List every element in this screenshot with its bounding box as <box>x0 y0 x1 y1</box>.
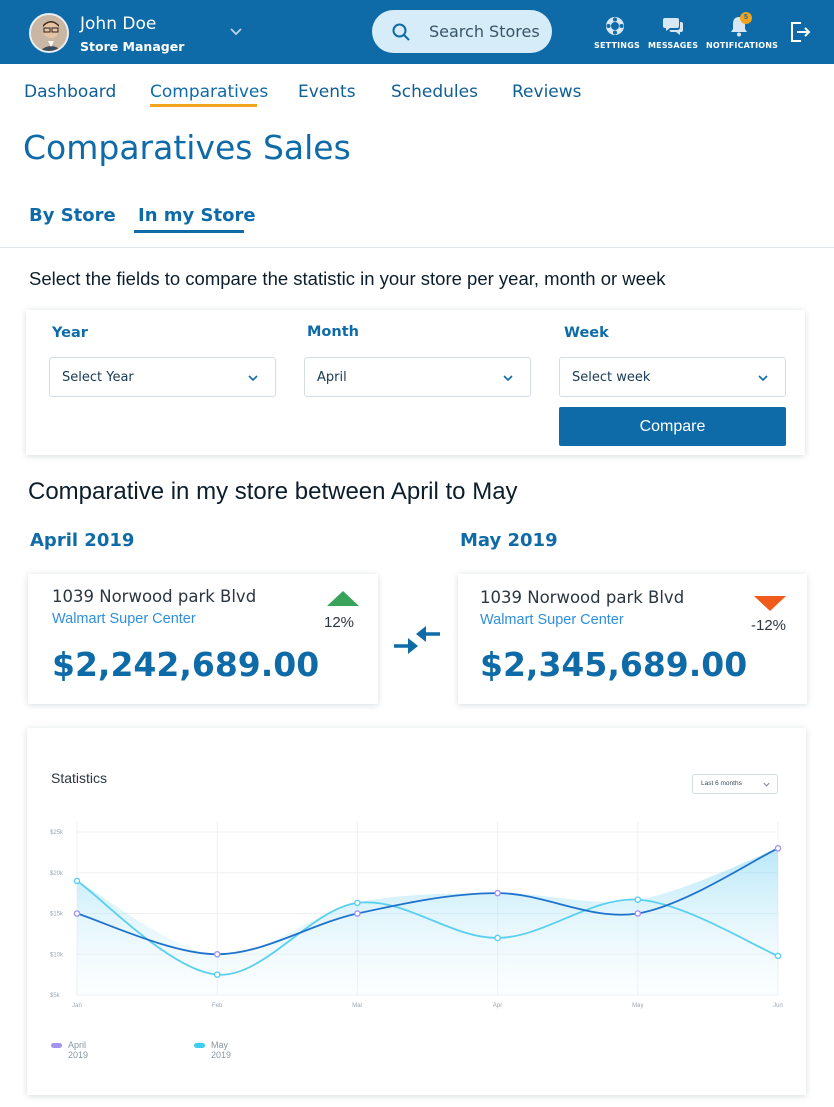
left-amount: $2,242,689.00 <box>52 645 320 684</box>
x-tick-label: Feb <box>212 1003 223 1009</box>
data-point <box>774 952 782 960</box>
avatar[interactable] <box>29 13 69 53</box>
data-point <box>73 910 81 917</box>
x-tick-label: Mar <box>352 1003 362 1009</box>
month-label: Month <box>307 324 359 340</box>
notification-badge: 5 <box>740 12 752 24</box>
data-point <box>774 844 782 852</box>
range-select-value: Last 6 months <box>701 780 742 787</box>
chevron-down-icon <box>763 782 770 787</box>
data-point <box>494 889 501 897</box>
search-icon <box>392 23 410 41</box>
y-tick-label: $20k <box>50 871 64 877</box>
chevron-down-icon <box>248 375 258 382</box>
chart-area <box>77 848 778 995</box>
search-placeholder: Search Stores <box>429 22 540 41</box>
tab-schedules[interactable]: Schedules <box>391 82 478 102</box>
may-card <box>458 574 807 704</box>
right-store-address: 1039 Norwood park Blvd <box>480 588 685 607</box>
top-bar: John Doe Store Manager Search Stores SET… <box>0 0 834 64</box>
week-select[interactable]: Select week <box>559 357 786 397</box>
left-store-name[interactable]: Walmart Super Center <box>52 611 196 627</box>
month-select-value: April <box>317 370 347 385</box>
messages-icon <box>663 18 683 35</box>
divider <box>0 247 834 248</box>
week-select-value: Select week <box>572 370 651 385</box>
data-point <box>213 971 221 978</box>
active-tab-indicator <box>150 104 257 107</box>
trend-up-icon <box>327 591 359 606</box>
week-label: Week <box>564 325 609 341</box>
statistics-chart: $25k $20k $15k $10k $5k Jan Feb Mar Apr May Jun <box>50 822 783 1009</box>
data-point <box>354 910 361 917</box>
notifications-label: NOTIFICATIONS <box>706 41 779 50</box>
year-select[interactable]: Select Year <box>49 357 276 397</box>
settings-button[interactable]: SETTINGS <box>594 15 640 59</box>
data-point <box>73 877 81 885</box>
compare-button[interactable]: Compare <box>559 407 786 446</box>
april-card <box>28 574 378 704</box>
intro-text: Select the fields to compare the statist… <box>29 268 666 289</box>
subtab-by-store[interactable]: By Store <box>29 205 116 226</box>
page-title: Comparatives Sales <box>23 128 351 167</box>
left-period: April 2019 <box>30 530 135 551</box>
tab-comparatives[interactable]: Comparatives <box>150 82 269 102</box>
x-tick-label: Apr <box>493 1003 502 1009</box>
legend-swatch <box>51 1043 62 1048</box>
messages-label: MESSAGES <box>648 41 699 50</box>
right-period: May 2019 <box>460 530 558 551</box>
x-tick-label: Jan <box>72 1003 82 1009</box>
left-change: 12% <box>324 614 355 631</box>
settings-icon <box>606 17 624 35</box>
subtab-in-my-store[interactable]: In my Store <box>138 205 256 226</box>
year-label: Year <box>52 325 88 341</box>
right-amount: $2,345,689.00 <box>480 645 748 684</box>
y-tick-label: $15k <box>50 912 64 918</box>
data-point <box>494 934 501 942</box>
active-subtab-indicator <box>134 230 244 233</box>
series-line <box>76 880 779 976</box>
notifications-button[interactable]: 5 NOTIFICATIONS <box>706 12 779 59</box>
data-point <box>634 910 642 917</box>
year-select-value: Select Year <box>62 370 134 385</box>
y-tick-label: $5k <box>50 993 61 999</box>
right-change: -12% <box>751 617 787 634</box>
search-input[interactable]: Search Stores <box>372 10 552 53</box>
chevron-down-icon[interactable] <box>228 24 244 40</box>
x-tick-label: May <box>632 1003 643 1009</box>
comparison-title: Comparative in my store between April to… <box>28 478 518 505</box>
chevron-down-icon <box>758 375 768 382</box>
main-tabs: Dashboard Comparatives Events Schedules … <box>0 64 834 114</box>
user-role: Store Manager <box>80 39 185 54</box>
data-point <box>354 899 361 907</box>
tab-reviews[interactable]: Reviews <box>512 82 582 102</box>
series-line <box>76 847 779 956</box>
right-store-name[interactable]: Walmart Super Center <box>480 612 624 628</box>
tab-events[interactable]: Events <box>298 82 356 102</box>
compare-arrows-icon <box>394 626 440 654</box>
left-store-address: 1039 Norwood park Blvd <box>52 587 257 606</box>
y-tick-label: $10k <box>50 952 64 958</box>
settings-label: SETTINGS <box>594 41 640 50</box>
tab-dashboard[interactable]: Dashboard <box>24 82 117 102</box>
statistics-title: Statistics <box>51 770 108 786</box>
data-point <box>213 950 221 958</box>
data-point <box>634 896 642 903</box>
range-select[interactable]: Last 6 months <box>692 774 778 794</box>
user-name: John Doe <box>80 14 157 34</box>
trend-down-icon <box>754 596 786 611</box>
x-tick-label: Jun <box>773 1003 783 1009</box>
legend-label: April 2019 <box>68 1040 89 1060</box>
messages-button[interactable]: MESSAGES <box>648 15 698 59</box>
y-tick-label: $25k <box>50 830 64 836</box>
month-select[interactable]: April <box>304 357 531 397</box>
legend-swatch <box>194 1043 205 1048</box>
logout-icon[interactable] <box>788 20 812 44</box>
legend-label: May 2019 <box>211 1040 232 1060</box>
chevron-down-icon <box>503 375 513 382</box>
